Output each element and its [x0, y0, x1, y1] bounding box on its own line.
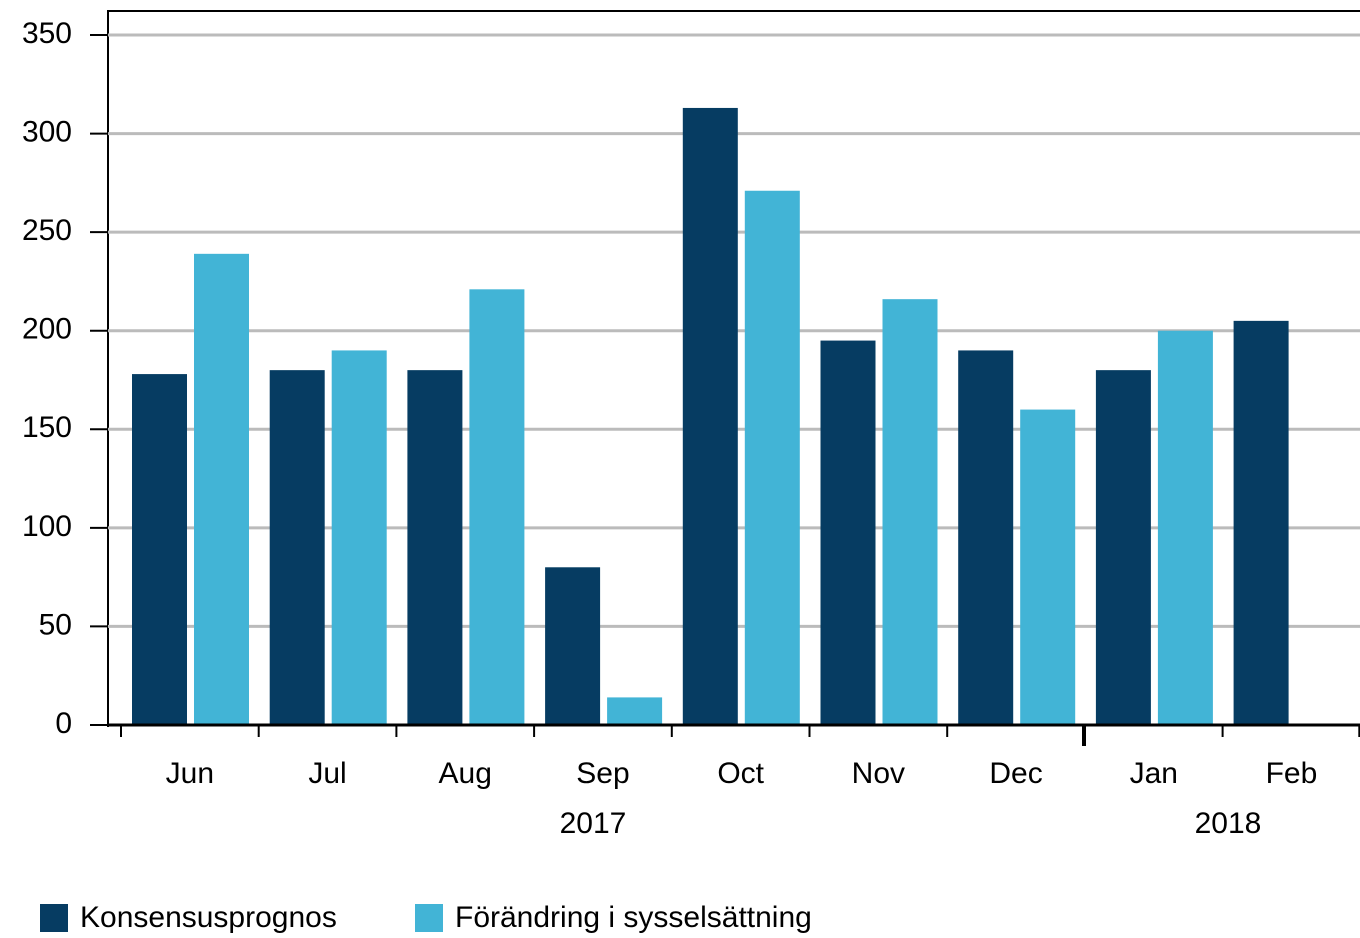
bar [958, 350, 1014, 725]
bar [132, 374, 187, 725]
x-tick-label: Nov [852, 757, 905, 790]
legend-swatch [415, 904, 443, 932]
year-label: 2018 [1195, 807, 1262, 840]
y-tick-label: 0 [55, 707, 72, 740]
bar [407, 370, 463, 725]
bar [1233, 320, 1289, 725]
x-tick-label: Sep [576, 757, 629, 790]
bar [1157, 330, 1213, 725]
y-tick-label: 50 [39, 608, 72, 641]
x-tick-label: Dec [989, 757, 1042, 790]
bar [1095, 370, 1151, 725]
bar [469, 289, 525, 725]
y-tick-label: 300 [22, 115, 72, 148]
y-tick-label: 100 [22, 510, 72, 543]
x-tick-label: Feb [1266, 757, 1318, 790]
bar [607, 697, 663, 725]
bar [331, 350, 387, 725]
x-tick-label: Jun [166, 757, 214, 790]
bar [682, 107, 738, 725]
y-tick-label: 350 [22, 17, 72, 50]
x-tick-label: Aug [439, 757, 492, 790]
bar [194, 253, 249, 726]
x-tick-label: Oct [717, 757, 764, 790]
bar [882, 299, 938, 725]
bar [269, 370, 325, 725]
bar [1020, 409, 1076, 725]
y-tick-label: 150 [22, 411, 72, 444]
legend-label: Förändring i sysselsättning [455, 901, 812, 934]
bar [744, 190, 800, 725]
year-label: 2017 [560, 807, 627, 840]
x-tick-label: Jan [1130, 757, 1178, 790]
y-tick-label: 200 [22, 313, 72, 346]
bar [820, 340, 876, 725]
legend-swatch [40, 904, 68, 932]
bar [545, 567, 601, 725]
x-tick-label: Jul [308, 757, 346, 790]
y-tick-label: 250 [22, 214, 72, 247]
legend-label: Konsensusprognos [80, 901, 337, 934]
